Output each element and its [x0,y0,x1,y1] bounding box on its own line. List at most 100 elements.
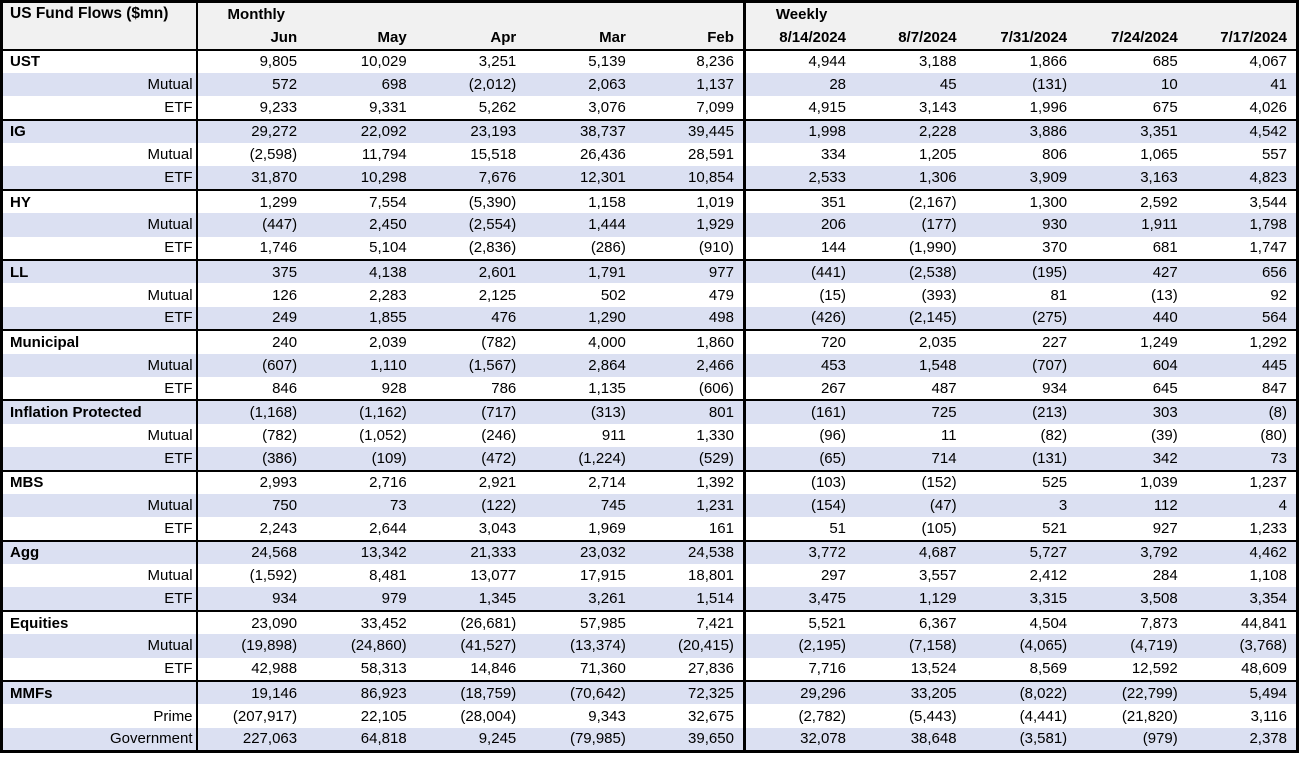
value-cell: 240 [196,329,307,354]
value-cell: 3,557 [919,567,957,585]
value-cell: 645 [1152,379,1178,397]
value-cell: 334 [820,146,846,164]
value-cell: 10,854 [634,166,746,190]
table-row: Equities 23,090 33,452 (26,681) 57,985 7,421 5… [1,609,1298,635]
monthly-group-header: Monthly [196,1,746,26]
value-cell: (2,836) [468,239,517,257]
value-cell: (13,374) [525,634,635,658]
value-cell: 502 [600,286,626,304]
value-cell: 2,125 [478,286,517,304]
value-cell: (2,782) [798,707,846,725]
value-cell: 1,866 [965,48,1077,73]
value-cell: 370 [1042,239,1068,257]
value-cell: 73 [1186,447,1298,471]
value-cell: 911 [601,426,626,444]
value-cell: 9,805 [196,48,307,73]
value-cell: 13,342 [306,539,416,565]
table-row: Mutual (1,592) 8,481 13,077 17,915 18,801 297 3… [1,564,1298,588]
value-cell: 267 [820,379,846,397]
value-cell: (177) [855,213,966,237]
value-cell: 656 [1186,258,1298,284]
value-cell: 22,105 [360,707,407,725]
value-cell: 1,747 [1249,239,1287,257]
value-cell: 48,609 [1241,660,1287,678]
value-cell: 1,860 [634,329,746,354]
value-cell: 19,146 [196,680,307,705]
value-cell: (20,415) [634,634,746,658]
value-cell: 1,969 [588,520,626,537]
value-cell: 557 [1261,146,1287,164]
value-cell: 698 [306,72,416,97]
value-cell: 57,985 [525,609,635,635]
value-cell: 675 [1152,98,1178,116]
value-cell: 3,792 [1076,539,1187,565]
table-row: Mutual (782) (1,052) (246) 911 1,330 (96) 11 (82… [1,423,1298,448]
value-cell: (1,052) [359,426,407,444]
value-cell: 934 [196,587,307,611]
value-cell: 7,716 [808,660,846,678]
category-label: Agg [1,539,198,565]
value-cell: (21,820) [1121,707,1178,725]
weekly-group-header: Weekly [744,1,1298,26]
value-cell: 1,300 [965,188,1077,214]
sub-label: ETF [1,587,198,611]
value-cell: 249 [196,306,307,331]
value-cell: 8,481 [369,567,407,585]
value-cell: 12,301 [525,166,635,190]
value-cell: 977 [634,258,746,284]
value-cell: 1,290 [525,306,635,331]
value-cell: 521 [1042,520,1068,537]
value-cell: 3,076 [588,98,626,116]
value-cell: 2,921 [415,469,526,494]
value-cell: 525 [965,469,1077,494]
table-row: Mutual 750 73 (122) 745 1,231 (154) (47) 3 112 4 [1,493,1298,518]
value-cell: 3,251 [415,48,526,73]
sub-label: ETF [1,657,198,682]
table-row: Municipal 240 2,039 (782) 4,000 1,860 720 2,035… [1,329,1298,354]
value-cell: 3,772 [744,539,855,565]
value-cell: (131) [965,447,1077,471]
table-row: Agg 24,568 13,342 21,333 23,032 24,538 3,772 4,… [1,539,1298,565]
value-cell: 21,333 [415,539,526,565]
header-group-row: US Fund Flows ($mn) Monthly Weekly [1,1,1298,50]
value-cell: 3,508 [1076,587,1187,611]
table-row: ETF 2,243 2,644 3,043 1,969 161 51 (105) 521 927 1… [1,517,1298,541]
value-cell: 2,412 [1029,567,1068,585]
value-cell: (19,898) [196,634,307,658]
value-cell: 13,524 [910,660,957,678]
value-cell: (2,598) [249,146,298,164]
value-cell: 9,245 [415,727,526,752]
value-cell: 227,063 [196,727,307,752]
value-cell: 41 [1186,72,1298,97]
value-cell: (207,917) [232,707,298,725]
value-cell: 161 [634,517,746,541]
value-cell: (607) [196,353,307,377]
value-cell: (393) [921,286,957,304]
column-header-monthly-4: Feb [634,25,746,51]
sub-label: Mutual [1,423,198,448]
value-cell: 5,104 [369,239,407,257]
value-cell: 73 [306,493,416,518]
value-cell: (447) [196,213,307,237]
value-cell: 7,873 [1076,609,1187,635]
value-cell: (707) [965,353,1077,377]
value-cell: 4,000 [525,329,635,354]
value-cell: 453 [744,353,855,377]
value-cell: (3,768) [1186,634,1298,658]
table-title: US Fund Flows ($mn) [1,1,198,50]
table-row: MMFs 19,146 86,923 (18,759) (70,642) 72,325 29… [1,680,1298,705]
value-cell: (4,065) [965,634,1077,658]
sub-label: Prime [1,704,198,728]
value-cell: 4 [1186,493,1298,518]
value-cell: 58,313 [360,660,407,678]
table-row: Mutual (2,598) 11,794 15,518 26,436 28,591 334… [1,143,1298,167]
value-cell: 8,569 [1029,660,1068,678]
value-cell: 227 [965,329,1077,354]
value-cell: 6,367 [855,609,966,635]
value-cell: (2,554) [415,213,526,237]
value-cell: 4,504 [965,609,1077,635]
value-cell: 714 [855,447,966,471]
table-row: IG 29,272 22,092 23,193 38,737 39,445 1,998 2,2… [1,118,1298,144]
value-cell: (3,581) [965,727,1077,752]
value-cell: 1,998 [744,118,855,144]
